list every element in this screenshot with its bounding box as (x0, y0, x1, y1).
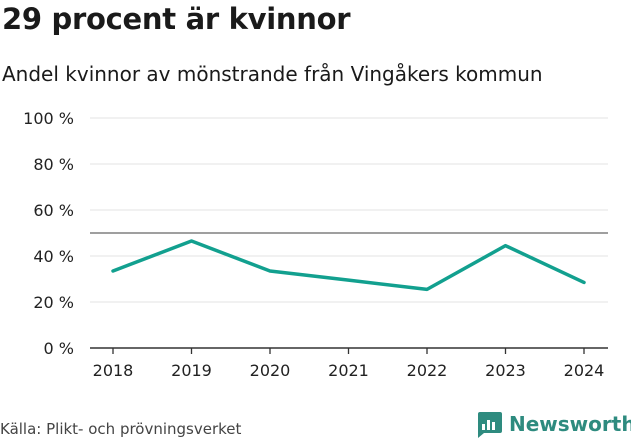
x-tick-label: 2022 (407, 361, 448, 380)
bar-chart-speech-bubble-icon (478, 412, 502, 438)
y-tick-label: 60 % (33, 201, 74, 220)
x-tick-label: 2020 (250, 361, 291, 380)
brand-name: Newsworthy (509, 412, 631, 436)
chart-title: 29 procent är kvinnor (2, 2, 351, 36)
x-tick-label: 2021 (328, 361, 369, 380)
line-chart: 0 % 20 % 40 % 60 % 80 % 100 % 2018 2019 2020 202… (23, 109, 608, 380)
grid-lines (90, 117, 608, 303)
y-tick-label: 0 % (44, 339, 74, 358)
y-tick-label: 80 % (33, 155, 74, 174)
x-tick-label: 2018 (93, 361, 134, 380)
x-tick-label: 2024 (564, 361, 605, 380)
series-line (111, 239, 586, 292)
x-axis: 2018 2019 2020 2021 2022 2023 2024 (90, 347, 608, 380)
y-tick-label: 40 % (33, 247, 74, 266)
y-tick-label: 20 % (33, 293, 74, 312)
y-axis-ticks: 0 % 20 % 40 % 60 % 80 % 100 % (23, 109, 74, 358)
x-tick-label: 2019 (171, 361, 212, 380)
chart-subtitle: Andel kvinnor av mönstrande från Vingåke… (2, 62, 543, 86)
x-tick-label: 2023 (485, 361, 526, 380)
y-tick-label: 100 % (23, 109, 74, 128)
source-note: Källa: Plikt- och prövningsverket (0, 420, 242, 438)
brand-logo: Newsworthy (475, 408, 631, 440)
series-lines (111, 239, 586, 292)
